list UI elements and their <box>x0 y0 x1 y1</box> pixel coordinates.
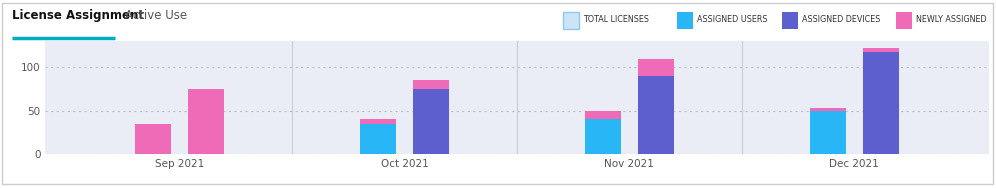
Text: License Assignment: License Assignment <box>12 9 144 22</box>
Bar <box>810 108 846 111</box>
Bar <box>188 89 224 154</box>
Text: ASSIGNED DEVICES: ASSIGNED DEVICES <box>802 15 880 24</box>
Bar <box>361 124 396 154</box>
Bar <box>782 12 798 29</box>
Bar <box>863 52 898 154</box>
Bar <box>413 89 449 154</box>
Text: TOTAL LICENSES: TOTAL LICENSES <box>583 15 648 24</box>
Bar <box>585 111 621 119</box>
Bar <box>896 12 912 29</box>
Bar <box>585 119 621 154</box>
Bar <box>361 119 396 124</box>
Text: ASSIGNED USERS: ASSIGNED USERS <box>697 15 768 24</box>
Bar <box>863 48 898 52</box>
Bar <box>135 124 171 154</box>
Bar <box>637 76 673 154</box>
Bar <box>637 59 673 76</box>
Text: Active Use: Active Use <box>124 9 186 22</box>
Bar <box>810 111 846 154</box>
Text: NEWLY ASSIGNED: NEWLY ASSIGNED <box>916 15 987 24</box>
Bar <box>413 80 449 89</box>
Bar <box>677 12 693 29</box>
Bar <box>563 12 579 29</box>
